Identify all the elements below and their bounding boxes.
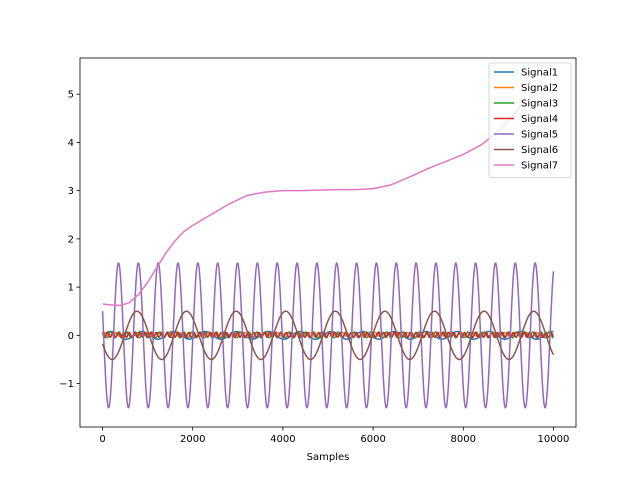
legend-label: Signal7 (521, 161, 558, 172)
series-line-signal5 (101, 262, 555, 409)
x-axis: 0 2000 4000 6000 8000 10000 (99, 427, 569, 445)
x-axis-label: Samples (307, 452, 350, 463)
legend-label: Signal1 (521, 68, 558, 79)
legend-label: Signal4 (521, 114, 558, 125)
legend-label: Signal5 (521, 130, 558, 141)
x-tick-label: 10000 (538, 434, 570, 445)
y-tick-label: 4 (68, 138, 74, 149)
y-tick-label: 2 (68, 234, 74, 245)
y-tick-label: 1 (68, 283, 74, 294)
x-tick-label: 0 (99, 434, 105, 445)
x-tick-label: 4000 (270, 434, 295, 445)
y-tick-label: −1 (59, 379, 74, 390)
series-line-signal4 (101, 331, 555, 339)
plot-frame (79, 57, 577, 428)
series-layer (101, 100, 555, 409)
legend-label: Signal2 (521, 83, 558, 94)
y-tick-label: 0 (68, 331, 74, 342)
y-tick-label: 5 (68, 90, 74, 101)
legend: Signal1 Signal2 Signal3 Signal4 Signal5 Signa… (488, 62, 572, 178)
x-tick-label: 2000 (180, 434, 205, 445)
legend-label: Signal6 (521, 145, 558, 156)
series-line-signal6 (101, 310, 555, 361)
x-tick-label: 6000 (360, 434, 385, 445)
series-line-signal7 (102, 100, 525, 307)
x-tick-label: 8000 (451, 434, 476, 445)
y-tick-label: 3 (68, 186, 74, 197)
legend-label: Signal3 (521, 99, 558, 110)
y-axis: −1 0 1 2 3 4 5 (59, 90, 80, 390)
